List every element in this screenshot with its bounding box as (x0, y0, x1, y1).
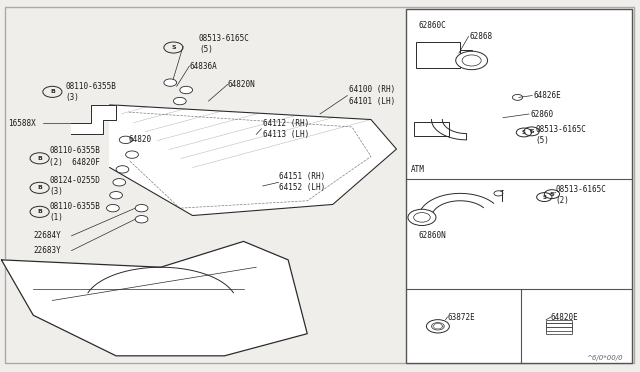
Text: B: B (50, 89, 55, 94)
Text: 62860C: 62860C (419, 21, 447, 30)
Text: 64820E: 64820E (550, 312, 579, 321)
Text: 64826E: 64826E (534, 91, 561, 100)
Text: ^6/0*00/0: ^6/0*00/0 (586, 355, 623, 361)
Bar (546, 327, 572, 331)
Bar (414, 122, 449, 136)
Text: S: S (171, 45, 176, 50)
Circle shape (513, 94, 523, 100)
Text: 08513-6165C
(2): 08513-6165C (2) (556, 185, 607, 205)
Circle shape (135, 205, 148, 212)
Circle shape (106, 205, 119, 212)
Bar (546, 320, 572, 323)
Polygon shape (72, 105, 116, 134)
Text: 08124-0255D
(3): 08124-0255D (3) (49, 176, 100, 196)
Text: 22683Y: 22683Y (33, 246, 61, 255)
Circle shape (116, 166, 129, 173)
Text: B: B (37, 156, 42, 161)
Circle shape (113, 179, 125, 186)
Text: 08110-6355B
(3): 08110-6355B (3) (65, 82, 116, 102)
Text: S: S (550, 192, 554, 197)
Bar (546, 323, 572, 327)
Text: S: S (522, 130, 526, 135)
Text: ATM: ATM (410, 165, 424, 174)
Text: 16588X: 16588X (8, 119, 35, 128)
Circle shape (125, 151, 138, 158)
Text: B: B (37, 209, 42, 214)
Polygon shape (109, 105, 396, 215)
Circle shape (119, 136, 132, 144)
Circle shape (164, 79, 177, 86)
Bar (406, 9, 632, 363)
Circle shape (109, 192, 122, 199)
Text: S: S (529, 129, 534, 134)
Polygon shape (431, 119, 467, 140)
Circle shape (180, 86, 193, 94)
Text: 64100 (RH)
64101 (LH): 64100 (RH) 64101 (LH) (349, 86, 395, 106)
Polygon shape (420, 193, 493, 212)
Circle shape (426, 320, 449, 333)
Text: 64820: 64820 (129, 135, 152, 144)
Text: 62860: 62860 (531, 109, 554, 119)
Text: 64836A: 64836A (189, 61, 217, 71)
Bar (546, 323, 572, 334)
Text: 08513-6165C
(5): 08513-6165C (5) (536, 125, 586, 145)
Bar (460, 50, 472, 60)
Text: 64112 (RH)
64113 (LH): 64112 (RH) 64113 (LH) (262, 119, 309, 139)
Circle shape (135, 215, 148, 223)
Text: 64820N: 64820N (228, 80, 255, 89)
Circle shape (173, 97, 186, 105)
Bar (415, 42, 460, 68)
Circle shape (408, 209, 436, 225)
Text: 63872E: 63872E (447, 312, 475, 321)
Polygon shape (1, 241, 307, 356)
Text: 62868: 62868 (470, 32, 493, 41)
Text: 08110-6355B
(1): 08110-6355B (1) (49, 202, 100, 222)
Text: 62860N: 62860N (419, 231, 447, 240)
Text: 64151 (RH)
64152 (LH): 64151 (RH) 64152 (LH) (278, 172, 325, 192)
Circle shape (456, 51, 488, 70)
Text: 08110-6355B
(2)  64820F: 08110-6355B (2) 64820F (49, 147, 100, 167)
Text: S: S (542, 195, 547, 199)
Text: B: B (37, 185, 42, 190)
Text: 22684Y: 22684Y (33, 231, 61, 240)
Text: 08513-6165C
(5): 08513-6165C (5) (199, 34, 250, 54)
